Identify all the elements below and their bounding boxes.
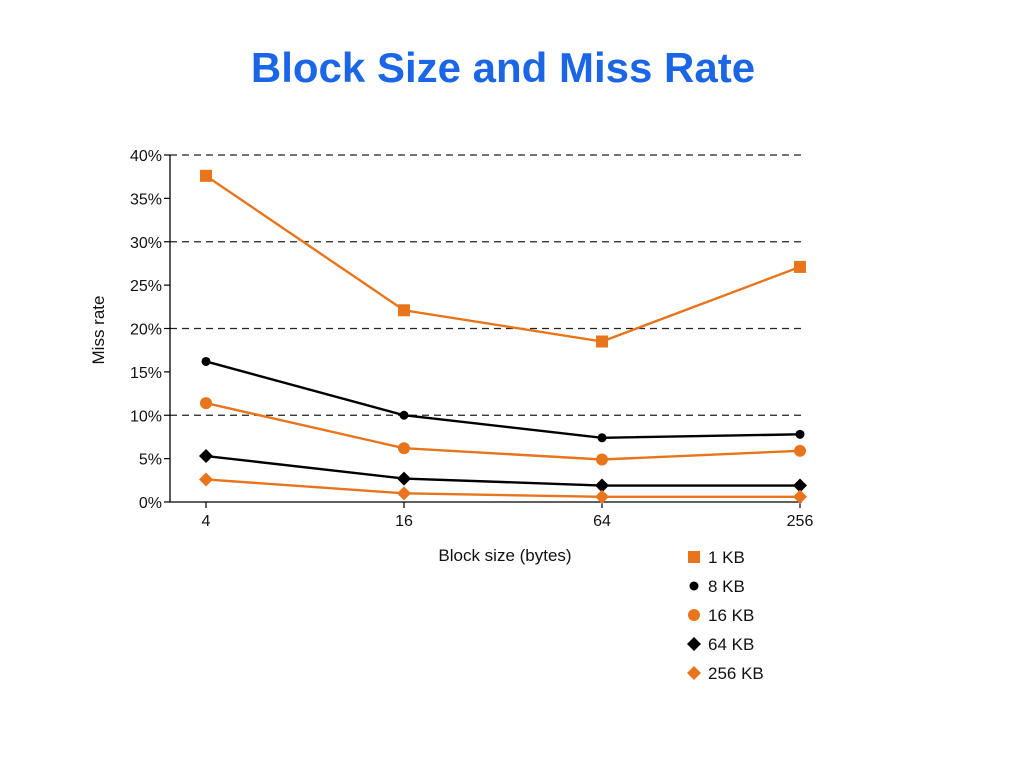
data-point — [793, 478, 807, 493]
data-point — [397, 471, 411, 486]
y-tick-label: 40% — [130, 148, 162, 165]
series-8-kb — [201, 356, 805, 443]
legend-label: 64 KB — [708, 635, 754, 654]
x-tick-labels: 4 16 64 256 — [202, 502, 814, 530]
data-point — [199, 449, 213, 464]
y-tick-labels: 0% 5% 10% 15% 20% 25% 30% 35% 40% — [130, 148, 170, 512]
legend-marker — [687, 666, 701, 680]
legend-marker — [689, 581, 699, 591]
legend-label: 1 KB — [708, 548, 745, 567]
data-point — [200, 397, 212, 410]
legend-marker — [688, 609, 700, 621]
data-point — [397, 486, 411, 501]
data-point — [597, 433, 607, 443]
x-tick-label: 256 — [787, 513, 814, 530]
x-tick-label: 64 — [593, 513, 611, 530]
series-line — [205, 401, 801, 461]
data-point — [795, 429, 805, 439]
legend-item: 16 KB — [688, 606, 754, 625]
series-line — [205, 360, 801, 440]
data-point — [595, 489, 609, 504]
series-line — [205, 478, 800, 498]
y-tick-label: 5% — [139, 452, 162, 469]
data-point — [201, 356, 211, 366]
data-point — [595, 478, 609, 493]
slide-title: Block Size and Miss Rate — [250, 44, 756, 91]
legend: 1 KB 8 KB 16 KB 64 KB 256 KB — [687, 548, 764, 683]
y-tick-label: 25% — [130, 278, 162, 295]
x-tick-label: 16 — [395, 513, 413, 530]
x-axis-label: Block size (bytes) — [438, 546, 571, 565]
y-tick-label: 30% — [130, 235, 162, 252]
data-point — [398, 442, 410, 455]
legend-marker — [687, 637, 701, 651]
y-tick-label: 35% — [130, 191, 162, 208]
legend-label: 8 KB — [708, 577, 745, 596]
y-tick-label: 10% — [130, 408, 162, 425]
data-point — [596, 335, 608, 348]
series-64-kb — [199, 449, 807, 493]
data-point — [199, 472, 213, 487]
legend-label: 256 KB — [708, 664, 764, 683]
series-256-kb — [199, 472, 807, 504]
gridlines — [170, 154, 802, 416]
data-point — [794, 444, 806, 457]
data-point — [399, 410, 409, 420]
data-point — [596, 453, 608, 466]
series-16-kb — [200, 397, 806, 466]
series-line — [205, 174, 801, 343]
y-tick-label: 0% — [139, 495, 162, 512]
data-point — [200, 169, 212, 182]
series-1-kb — [200, 169, 806, 348]
legend-item: 256 KB — [687, 664, 764, 683]
data-point — [794, 260, 806, 273]
legend-marker — [688, 551, 700, 563]
series-line — [205, 454, 800, 487]
legend-item: 64 KB — [687, 635, 754, 654]
legend-label: 16 KB — [708, 606, 754, 625]
legend-item: 8 KB — [689, 577, 745, 596]
y-tick-label: 15% — [130, 365, 162, 382]
x-tick-label: 4 — [202, 513, 211, 530]
y-tick-label: 20% — [130, 322, 162, 339]
data-point — [398, 304, 410, 317]
series-layer — [199, 169, 807, 504]
legend-item: 1 KB — [688, 548, 745, 567]
y-axis-label: Miss rate — [89, 296, 108, 365]
data-point — [793, 489, 807, 504]
